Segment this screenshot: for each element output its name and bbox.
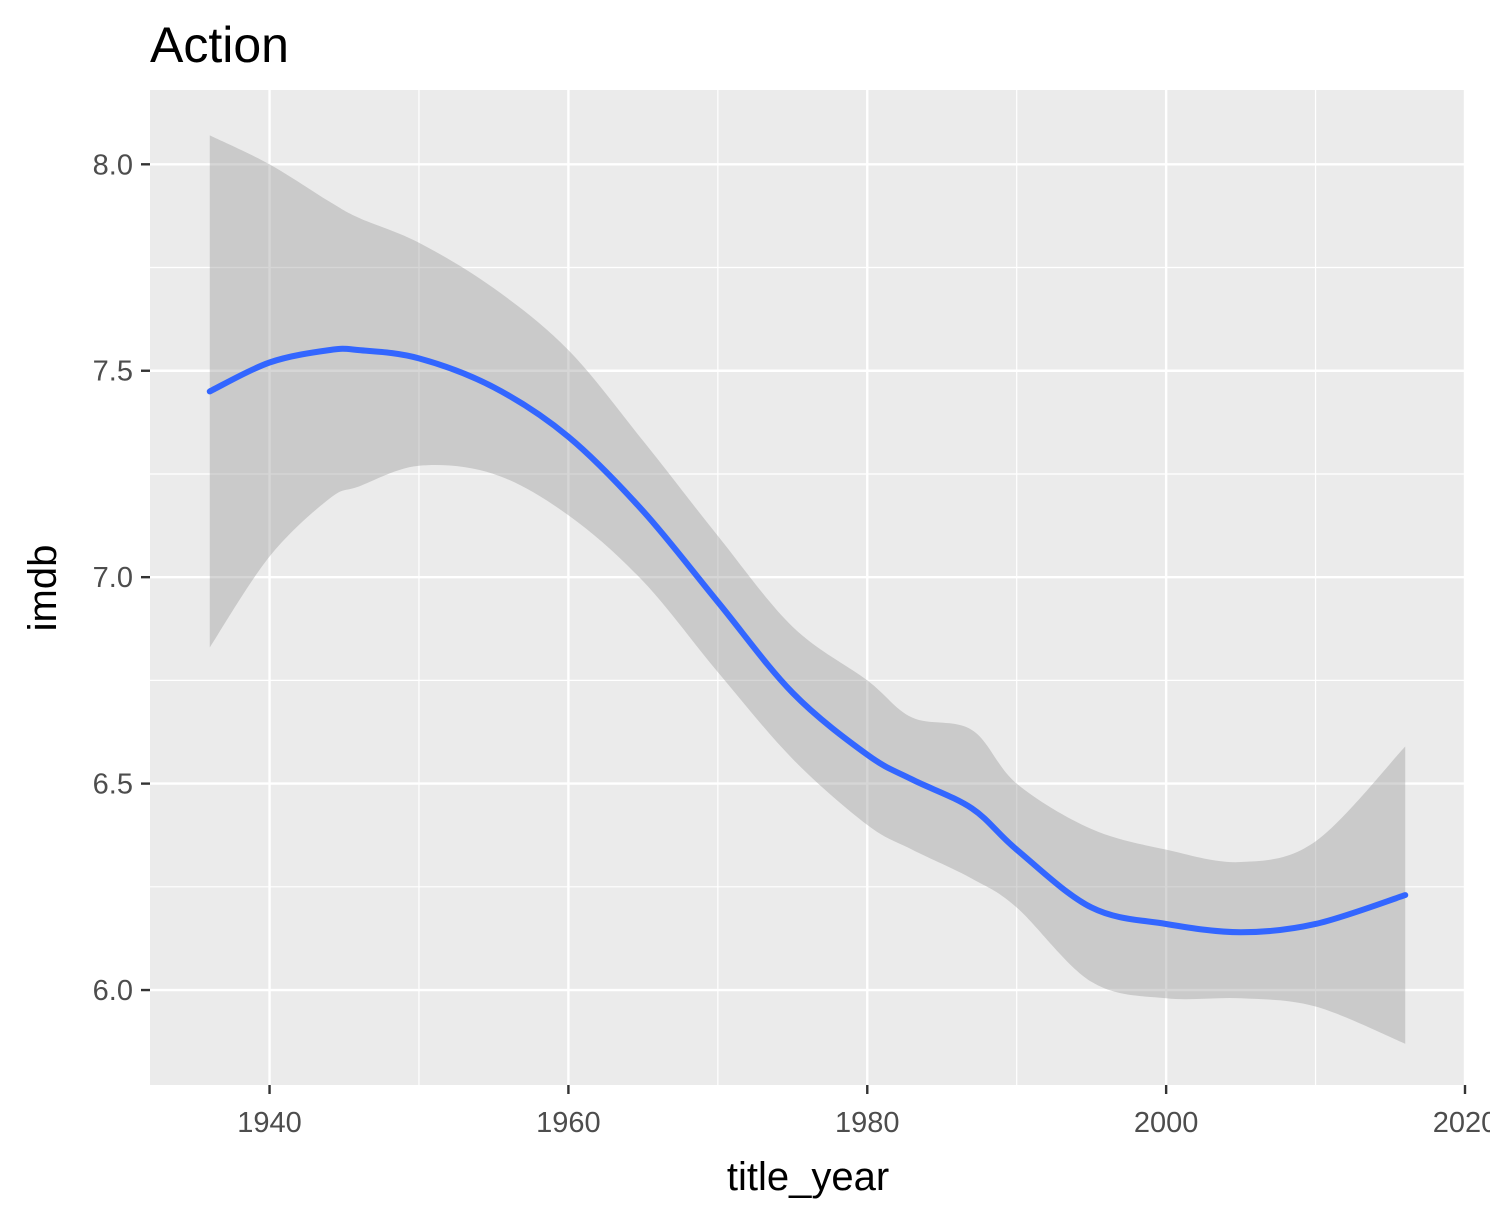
confidence-band (209, 135, 1406, 1044)
y-tick-label: 7.0 (93, 562, 133, 594)
x-tick-label: 1960 (536, 1107, 601, 1139)
x-tick-label: 1980 (835, 1107, 900, 1139)
y-tick-label: 6.0 (93, 975, 133, 1007)
smooth-line (206, 345, 1409, 936)
y-tick-label: 8.0 (93, 149, 133, 181)
plot-panel (150, 90, 1465, 1085)
major-gridlines (150, 90, 1467, 1085)
x-axis-title: title_year (727, 1155, 889, 1199)
x-tick-label: 2000 (1134, 1107, 1199, 1139)
y-tick-label: 6.5 (93, 769, 133, 801)
y-axis: 6.0 6.5 7.0 7.5 8.0 (93, 149, 150, 1007)
x-axis: 1940 1960 1980 2000 2020 (237, 1085, 1490, 1139)
x-tick-label: 2020 (1433, 1107, 1490, 1139)
minor-gridlines (150, 90, 1465, 1085)
x-tick-label: 1940 (237, 1107, 302, 1139)
y-tick-label: 7.5 (93, 356, 133, 388)
y-axis-title: imdb (21, 545, 65, 632)
chart-title: Action (150, 17, 289, 73)
